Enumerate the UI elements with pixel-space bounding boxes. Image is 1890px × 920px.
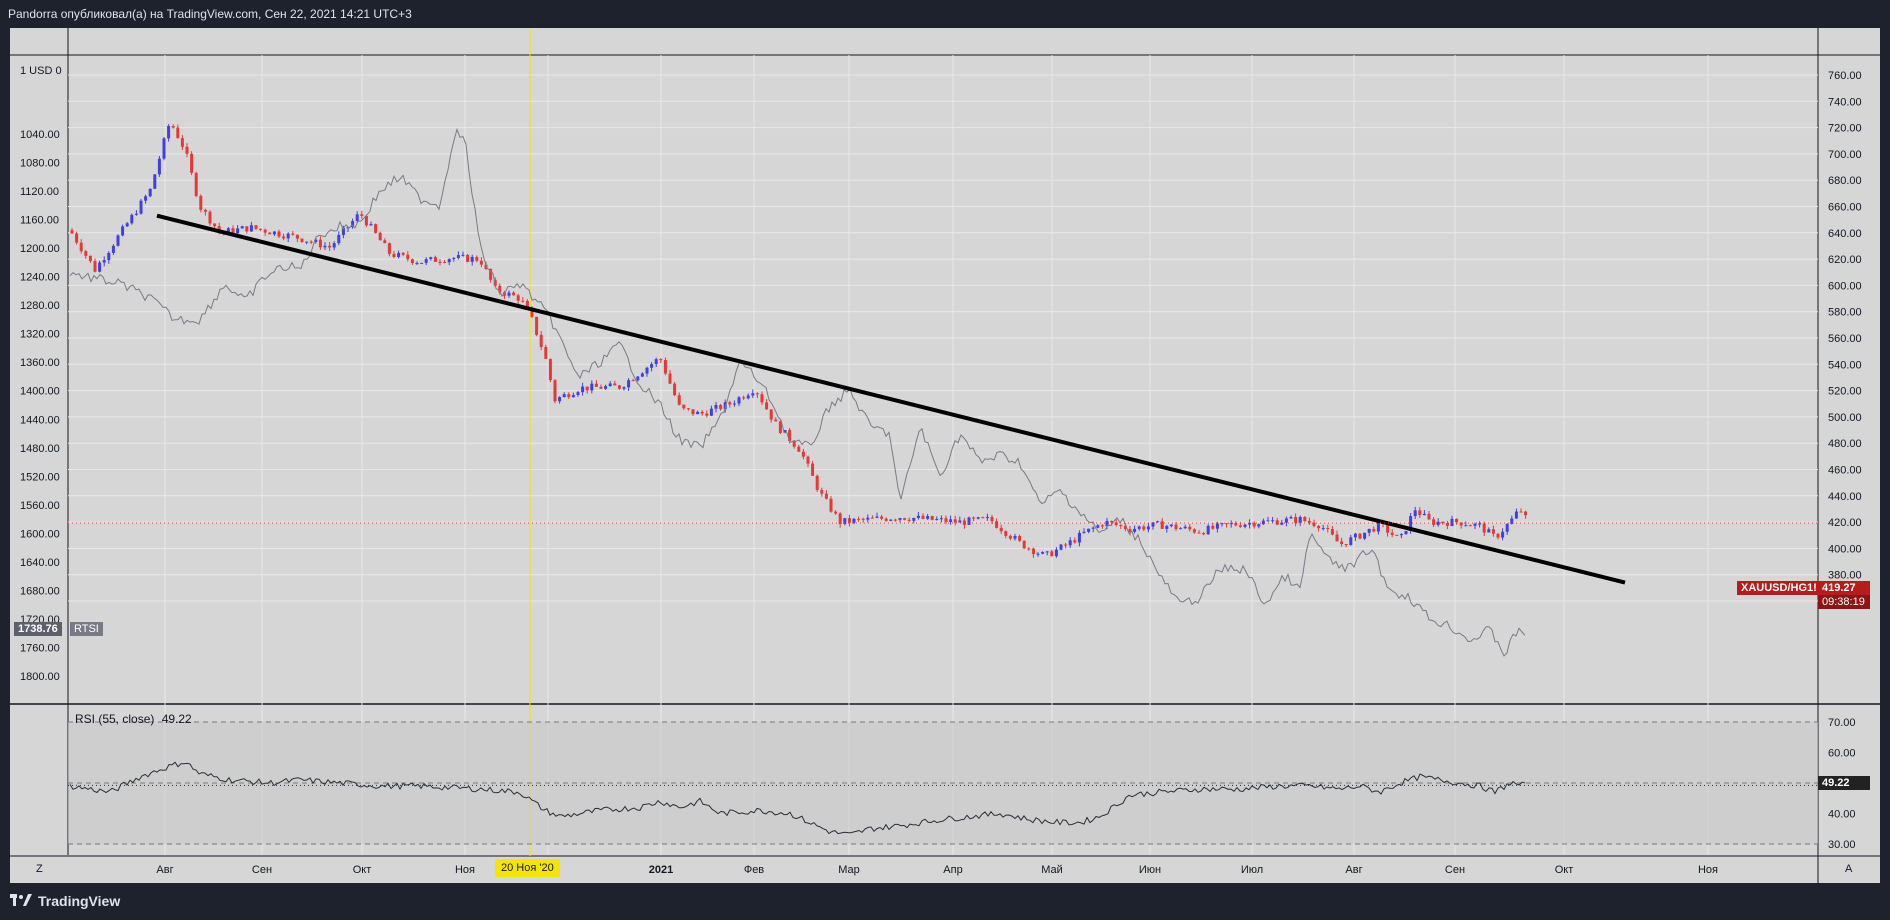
price-tag-value: 419.27 bbox=[1822, 582, 1856, 594]
low-label: МИН bbox=[412, 51, 440, 65]
high-label: МАКС bbox=[334, 51, 369, 65]
open-label: ОТКР bbox=[259, 51, 291, 65]
rsi-legend: RSI (55, close) 49.22 bbox=[75, 712, 196, 726]
price-tag-symbol: XAUUSD/HG1! bbox=[1741, 582, 1817, 594]
crosshair-date: 20 Ноя '20 bbox=[501, 862, 554, 874]
overlay-symbol[interactable]: RTSI, MOEX bbox=[75, 67, 145, 81]
overlay-change: +27.86 (+1.63%) bbox=[202, 67, 292, 81]
close-value: 419.27 bbox=[514, 51, 551, 65]
countdown-tag: 09:38:19 bbox=[1818, 595, 1870, 609]
tradingview-logo-icon bbox=[10, 894, 32, 906]
price-tag-countdown: 09:38:19 bbox=[1822, 596, 1865, 608]
rsi-value: 49.22 bbox=[1822, 777, 1850, 789]
main-symbol[interactable]: XAUUSD/HG1!, 1Д, FOREX.com bbox=[75, 51, 252, 65]
rtsi-label-badge: RTSI bbox=[70, 622, 103, 636]
published-info: Pandorra опубликовал(а) на TradingView.c… bbox=[0, 0, 1890, 28]
main-series-legend: XAUUSD/HG1!, 1Д, FOREX.com ОТКР431.45 МА… bbox=[75, 51, 652, 65]
overlay-value: 1738.76 bbox=[151, 67, 195, 81]
auto-scale-button[interactable]: A bbox=[1845, 863, 1853, 875]
close-label: ЗАКР bbox=[483, 51, 515, 65]
open-value: 431.45 bbox=[290, 51, 328, 65]
footer: TradingView bbox=[0, 883, 1890, 920]
zoom-reset-button[interactable]: Z bbox=[36, 863, 43, 875]
rsi-label[interactable]: RSI (55, close) bbox=[75, 712, 155, 726]
rtsi-current-badge: 1738.76 bbox=[14, 622, 62, 636]
rsi-legend-value: 49.22 bbox=[161, 712, 192, 726]
change-value: −10.77 (−2.50%) bbox=[558, 51, 648, 65]
low-value: 419.27 bbox=[439, 51, 477, 65]
rtsi-current-value: 1738.76 bbox=[18, 623, 58, 635]
price-value-tag: 419.27 bbox=[1818, 581, 1870, 595]
rsi-value-tag: 49.22 bbox=[1818, 776, 1870, 790]
brand-name: TradingView bbox=[38, 893, 121, 909]
high-value: 431.57 bbox=[368, 51, 406, 65]
tradingview-logo[interactable]: TradingView bbox=[10, 893, 120, 909]
overlay-series-legend: RTSI, MOEX 1738.76 +27.86 (+1.63%) bbox=[75, 67, 296, 81]
chart-frame: Объём (252): The data vendor doesn't pro… bbox=[10, 28, 1880, 883]
crosshair-time-label: 20 Ноя '20 bbox=[495, 859, 560, 877]
symbol-price-tag: XAUUSD/HG1! bbox=[1737, 581, 1821, 595]
rtsi-label: RTSI bbox=[74, 623, 99, 635]
